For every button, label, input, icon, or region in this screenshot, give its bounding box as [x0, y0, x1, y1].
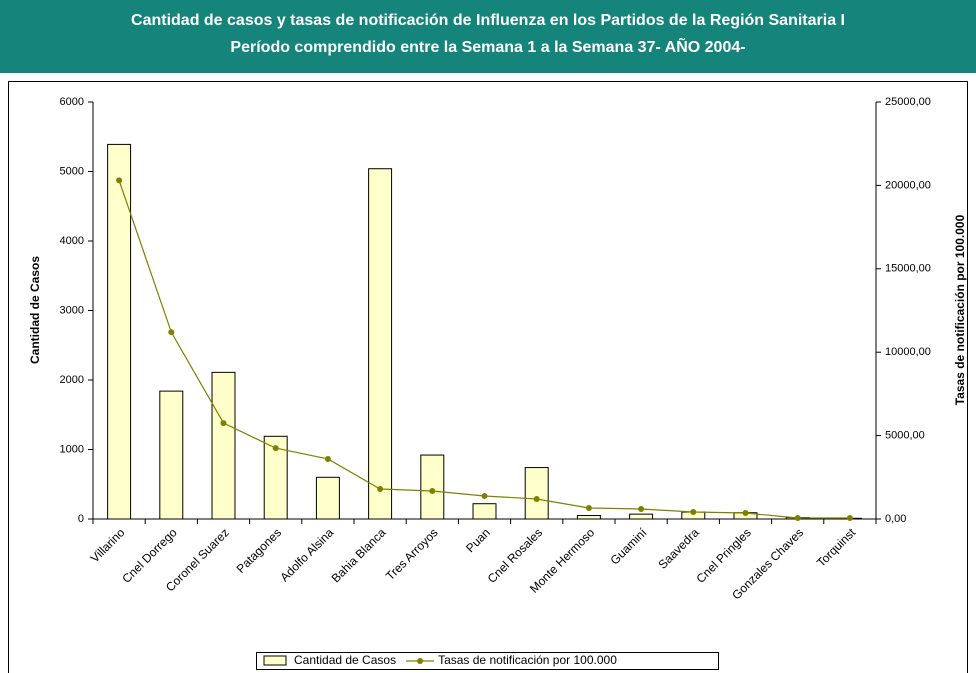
bar	[472, 503, 497, 520]
y-axis-title: Cantidad de Casos	[28, 256, 42, 364]
y2-tick-label: 25000,00	[885, 96, 931, 108]
bar	[524, 467, 549, 520]
y2-tick-label: 0,00	[885, 513, 906, 525]
line-point	[377, 485, 384, 492]
y2-tick-label: 15000,00	[885, 263, 931, 275]
line-point	[272, 445, 279, 452]
chart-subtitle: Período comprendido entre la Semana 1 a …	[230, 36, 745, 56]
chart-frame	[8, 81, 968, 673]
legend-label: Tasas de notificación por 100.000	[438, 653, 617, 667]
line-point	[533, 495, 540, 502]
y2-axis-title: Tasas de notificación por 100.000	[953, 214, 967, 405]
bar	[107, 143, 132, 520]
y2-tick-label: 5000,00	[885, 430, 925, 442]
legend-label: Cantidad de Casos	[294, 653, 396, 667]
y-tick-label: 0	[78, 513, 84, 525]
y-tick-label: 3000	[60, 304, 84, 316]
legend-swatch	[417, 658, 424, 664]
y-tick-label: 2000	[60, 374, 84, 386]
line-point	[794, 514, 801, 521]
bar	[263, 435, 288, 520]
line-point	[220, 420, 227, 427]
line-point	[742, 509, 749, 516]
legend-box	[256, 652, 719, 670]
bar	[629, 513, 654, 520]
line-point	[585, 504, 592, 511]
chart-title: Cantidad de casos y tasas de notificació…	[131, 12, 845, 29]
y-tick-label: 6000	[60, 96, 84, 108]
bar	[159, 390, 184, 520]
bar	[211, 371, 236, 520]
line-point	[168, 329, 175, 336]
line-point	[846, 514, 853, 521]
line-point	[638, 505, 645, 512]
legend-swatch	[263, 655, 287, 666]
bar	[368, 168, 393, 520]
bar	[576, 515, 601, 520]
line-point	[324, 455, 331, 462]
y-tick-label: 1000	[60, 443, 84, 455]
y-tick-label: 5000	[60, 165, 84, 177]
y2-tick-label: 20000,00	[885, 179, 931, 191]
header-band	[0, 0, 976, 73]
y-tick-label: 4000	[60, 235, 84, 247]
line-point	[690, 508, 697, 515]
line-point	[116, 177, 123, 184]
line-point	[481, 492, 488, 499]
bar	[420, 454, 445, 520]
line-point	[429, 487, 436, 494]
bar	[315, 476, 340, 520]
y2-tick-label: 10000,00	[885, 346, 931, 358]
